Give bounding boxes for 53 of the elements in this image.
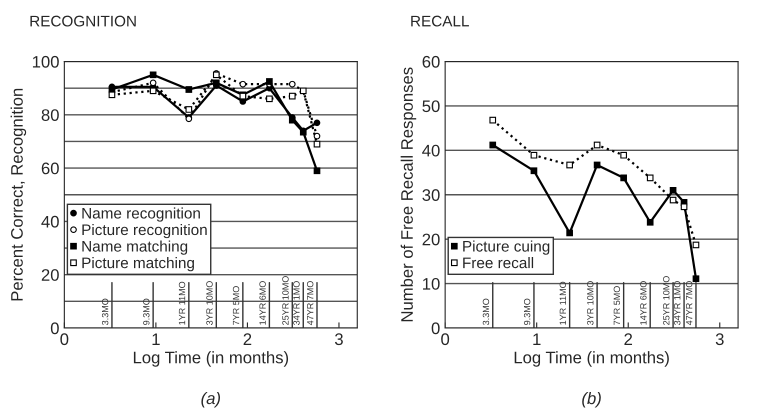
y-axis-title: Number of Free Recall Responses [400,68,416,322]
chart-title: RECOGNITION [30,16,136,26]
text: (b) [582,392,601,408]
y-tick-label: 40 [422,144,440,157]
y-tick-label: 10 [423,278,440,290]
y-tick-label: 0 [50,322,59,334]
ref-line-label: 47YR 7MO [686,281,692,326]
ref-line-label: 47YR 7MO [306,281,314,326]
y-tick-label: 20 [42,269,59,281]
y-tick-label: 100 [32,56,59,68]
y-tick-label: 40 [41,216,59,228]
y-tick-label: 50 [422,100,440,112]
ref-line-label: 25YR 10MO [663,276,670,325]
ref-line-label: 7YR 5MO [614,286,620,325]
y-tick-label: 60 [422,56,440,68]
x-tick-label: 2 [624,333,632,345]
x-tick-label: 3 [716,333,724,346]
ref-line-label: 3YR 10MO [587,281,594,325]
x-tick-label: 0 [441,333,450,346]
x-tick-label: 3 [334,333,343,346]
ref-line-label: 3YR 10MO [206,281,213,325]
legend-label: Free recall [463,257,534,268]
x-tick-label: 1 [152,333,160,345]
x-tick-label: 2 [244,333,252,345]
legend-label: Picture recognition [82,224,207,238]
y-tick-label: 80 [42,109,59,122]
ref-line-label: 3.3MO [482,298,490,325]
ref-line-label: 25YR 10MO [282,276,289,325]
y-tick-label: 30 [422,189,440,201]
chart-title: RECALL [411,16,469,26]
legend-label: Picture matching [82,257,194,272]
ref-line-label: 7YR 5MO [232,286,240,325]
legend-label: Name matching [82,240,188,255]
ref-line-label: 14YR 6MO [640,281,647,325]
ref-line-label: 9.3MO [524,298,530,325]
y-tick-label: 0 [432,322,440,334]
ref-line-label: 9.3MO [143,298,150,325]
text: (a) [201,392,220,408]
x-axis-title: Log Time (in months) [514,351,669,367]
x-tick-label: 0 [60,333,68,346]
ref-line-label: 34YR 1MO [293,281,300,325]
y-axis-title: Percent Correct, Recognition [10,88,26,300]
y-tick-label: 60 [42,162,59,174]
x-axis-title: Log Time (in months) [134,351,288,367]
ref-line-label: 14YR 6MO [259,281,266,325]
ref-line-label: 1YR 11MO [178,282,186,325]
ref-line-label: 3.3MO [102,298,108,325]
legend-label: Picture cuing [463,240,550,255]
x-tick-label: 1 [533,333,541,345]
y-tick-label: 20 [422,234,440,246]
legend-label: Name recognition [82,207,200,222]
ref-line-label: 1YR 11MO [560,282,566,325]
ref-line-label: 34YR 1MO [674,281,680,325]
